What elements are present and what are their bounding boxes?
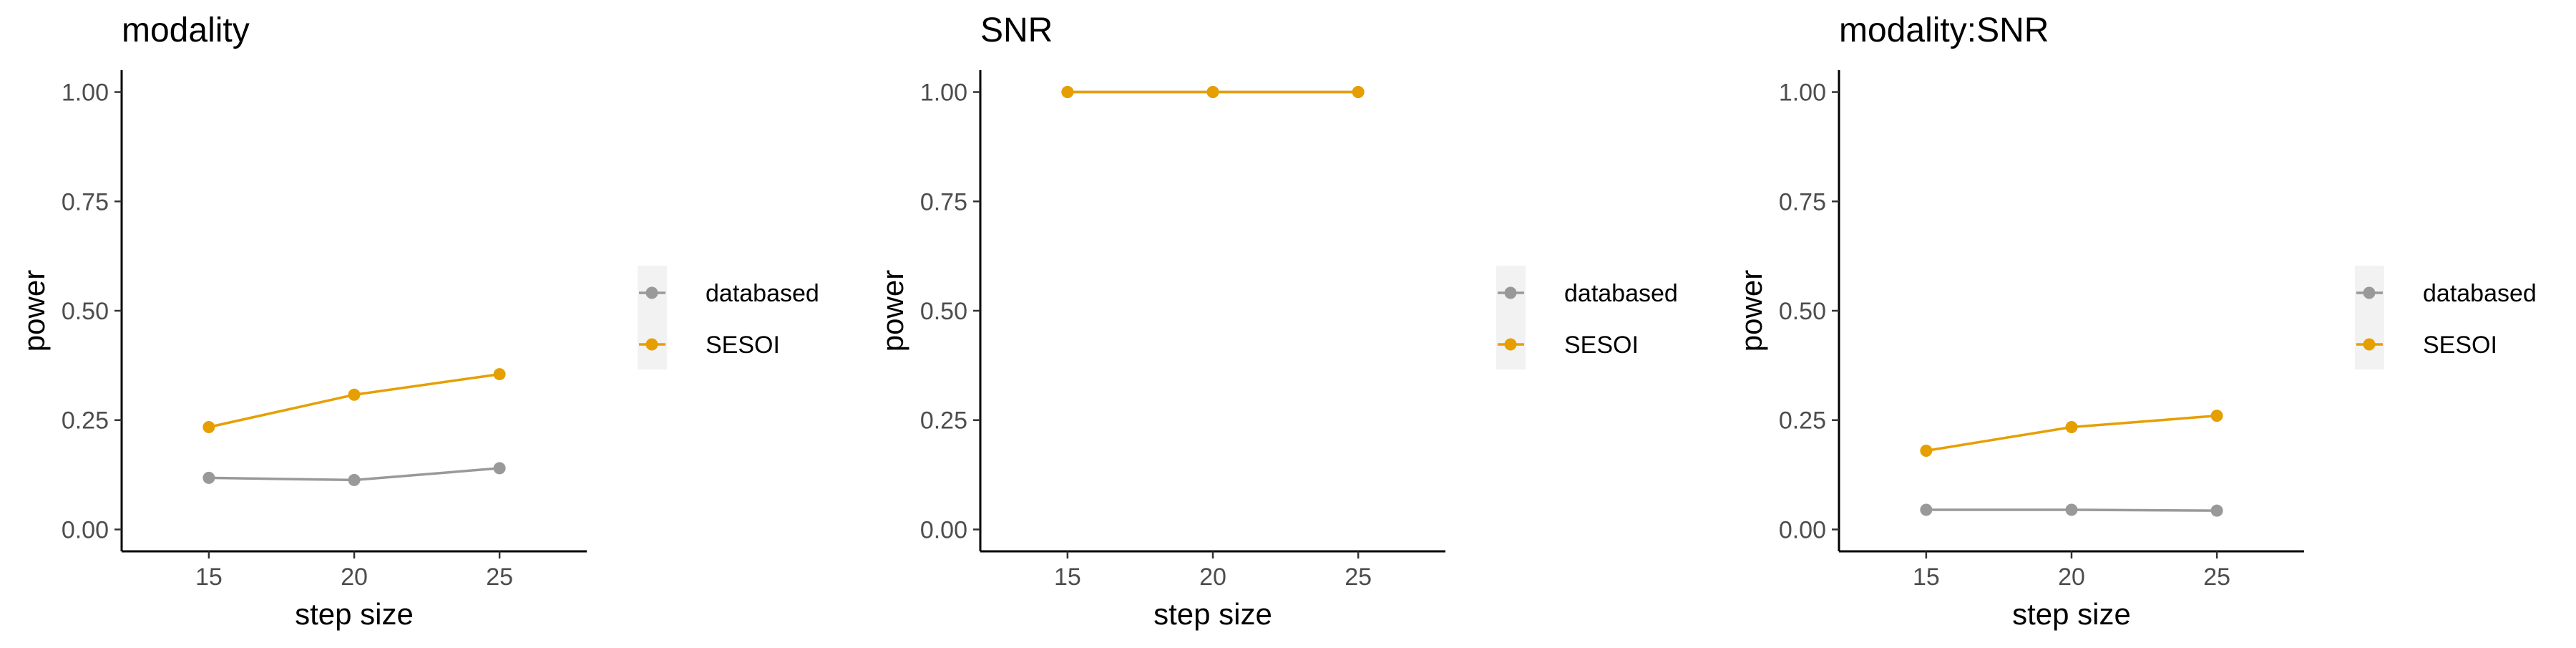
y-tick-label: 1.00 [1779,79,1826,107]
x-tick-label: 25 [2203,564,2230,591]
legend-key-background [638,266,667,369]
x-tick-label: 25 [1345,564,1372,591]
y-axis-label: power [876,270,909,352]
chart-title: modality:SNR [1839,11,2049,49]
series-databased [203,462,506,486]
y-tick-label: 0.50 [62,298,109,325]
data-point [1061,86,1074,99]
legend-key-point [645,338,658,351]
chart-title: modality [122,11,250,49]
legend: databased SESOI [2355,266,2537,369]
x-tick-label: 20 [1199,564,1226,591]
data-point [203,471,215,484]
series-sesoi [203,368,506,434]
y-tick-label: 0.00 [1779,516,1826,543]
data-point [2065,503,2078,516]
legend-label: databased [2423,280,2537,307]
legend-key-point [2363,338,2376,351]
x-tick-label: 15 [1913,564,1940,591]
data-point [1206,86,1219,99]
series-sesoi [1061,86,1365,99]
legend-label: SESOI [2423,332,2497,359]
y-tick-label: 0.50 [1779,298,1826,325]
legend: databased SESOI [638,266,819,369]
series-databased [1920,503,2223,517]
legend-label: databased [706,280,819,307]
x-tick-label: 20 [341,564,368,591]
legend-key-point [1504,338,1517,351]
x-tick-label: 15 [1054,564,1081,591]
legend: databased SESOI [1496,266,1678,369]
y-tick-label: 0.50 [920,298,967,325]
chart-panel-1: modality 0.00 0.25 0.50 0.75 1.00 15 20 25 step s… [17,11,819,631]
x-tick-label: 25 [486,564,513,591]
data-point [2210,410,2223,422]
legend-key-background [2355,266,2384,369]
x-axis-label: step size [2012,597,2131,631]
y-tick-label: 0.25 [920,407,967,435]
y-axis-label: power [1735,270,1768,352]
legend-label: SESOI [706,332,780,359]
legend-key-point [2363,286,2376,299]
chart-panel-3: modality:SNR 0.00 0.25 0.50 0.75 1.00 15 20 25 st… [1735,11,2537,631]
y-tick-label: 0.75 [920,188,967,216]
y-axis-label: power [17,270,51,352]
data-point [493,462,506,475]
data-point [203,421,215,434]
legend-key-point [1504,286,1517,299]
data-point [1920,503,1933,516]
legend-label: SESOI [1564,332,1639,359]
legend-key-point [645,286,658,299]
y-tick-label: 0.75 [62,188,109,216]
data-point [1352,86,1365,99]
data-point [348,473,361,486]
x-axis-label: step size [295,597,414,631]
y-tick-label: 0.25 [1779,407,1826,435]
y-tick-label: 0.00 [920,516,967,543]
chart-title: SNR [980,11,1053,49]
legend-label: databased [1564,280,1678,307]
chart-panel-2: SNR 0.00 0.25 0.50 0.75 1.00 15 20 25 step size po… [876,11,1678,631]
data-point [1920,444,1933,457]
x-tick-label: 20 [2058,564,2085,591]
legend-key-background [1496,266,1526,369]
data-point [2210,504,2223,517]
y-tick-label: 1.00 [920,79,967,107]
y-tick-label: 0.25 [62,407,109,435]
series-line [1926,414,2218,453]
data-point [493,368,506,381]
x-tick-label: 15 [195,564,223,591]
y-tick-label: 0.75 [1779,188,1826,216]
data-point [2065,421,2078,434]
y-tick-label: 1.00 [62,79,109,107]
x-axis-label: step size [1153,597,1272,631]
data-point [348,388,361,401]
series-sesoi [1920,410,2223,457]
y-tick-label: 0.00 [62,516,109,543]
